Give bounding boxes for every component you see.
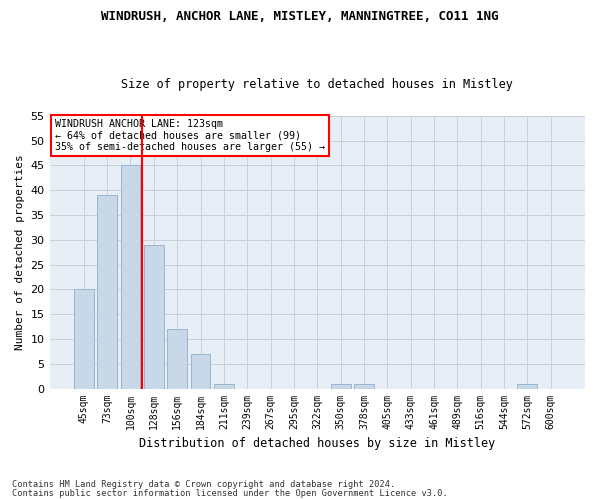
Bar: [191, 354, 211, 388]
Bar: [167, 329, 187, 388]
Bar: [144, 244, 164, 388]
Bar: [74, 290, 94, 388]
Bar: [354, 384, 374, 388]
Y-axis label: Number of detached properties: Number of detached properties: [15, 154, 25, 350]
Text: WINDRUSH ANCHOR LANE: 123sqm
← 64% of detached houses are smaller (99)
35% of se: WINDRUSH ANCHOR LANE: 123sqm ← 64% of de…: [55, 118, 325, 152]
Text: Contains HM Land Registry data © Crown copyright and database right 2024.: Contains HM Land Registry data © Crown c…: [12, 480, 395, 489]
Bar: [331, 384, 350, 388]
Bar: [121, 166, 140, 388]
Bar: [517, 384, 538, 388]
Text: Contains public sector information licensed under the Open Government Licence v3: Contains public sector information licen…: [12, 489, 448, 498]
Bar: [97, 195, 117, 388]
Title: Size of property relative to detached houses in Mistley: Size of property relative to detached ho…: [121, 78, 513, 91]
Bar: [214, 384, 234, 388]
X-axis label: Distribution of detached houses by size in Mistley: Distribution of detached houses by size …: [139, 437, 496, 450]
Text: WINDRUSH, ANCHOR LANE, MISTLEY, MANNINGTREE, CO11 1NG: WINDRUSH, ANCHOR LANE, MISTLEY, MANNINGT…: [101, 10, 499, 23]
